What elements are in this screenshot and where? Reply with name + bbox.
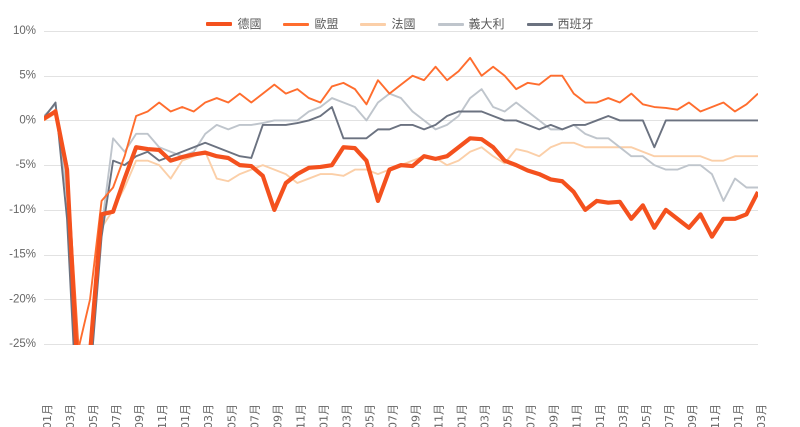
y-axis-tick-label: 0%	[19, 114, 36, 126]
series-line-義大利	[44, 88, 758, 345]
x-axis-tick-label: 23年-09月	[547, 404, 561, 427]
y-axis-tick-label: -25%	[9, 338, 36, 350]
y-axis-tick-label: 5%	[19, 70, 36, 82]
gridlines	[44, 31, 758, 345]
x-axis-tick-label: 24年-05月	[639, 404, 653, 427]
x-axis-tick-label: 20年-11月	[155, 404, 169, 427]
x-axis-tick-label: 23年-11月	[570, 404, 584, 427]
y-axis-tick-label: 10%	[13, 25, 36, 37]
x-axis-tick-label: 23年-07月	[524, 404, 538, 427]
data-series	[44, 56, 758, 345]
y-axis-labels: 10% 5% 0% -5% -10% -15% -20% -25%	[9, 25, 36, 350]
y-axis-tick-label: -15%	[9, 249, 36, 261]
x-axis-tick-label: 24年-01月	[593, 404, 607, 427]
x-axis-tick-label: 20年-05月	[86, 404, 100, 427]
x-axis-tick-label: 21年-11月	[293, 404, 307, 427]
x-axis-tick-label: 24年-03月	[616, 404, 630, 427]
y-axis-tick-label: -10%	[9, 204, 36, 216]
x-axis-tick-label: 20年-07月	[109, 404, 123, 427]
x-axis-tick-label: 21年-03月	[201, 404, 215, 427]
x-axis-tick-label: 22年-07月	[385, 404, 399, 427]
x-axis-tick-label: 21年-09月	[270, 404, 284, 427]
x-axis-tick-label: 20年-09月	[132, 404, 146, 427]
x-axis-tick-label: 21年-07月	[247, 404, 261, 427]
x-axis-tick-label: 22年-05月	[362, 404, 376, 427]
x-axis-tick-label: 22年-03月	[339, 404, 353, 427]
x-axis-tick-label: 24年-09月	[685, 404, 699, 427]
x-axis-labels: 20年-01月 20年-03月 20年-05月 20年-07月 20年-09月 20年-1…	[40, 404, 768, 427]
x-axis-tick-label: 20年-01月	[40, 404, 54, 427]
x-axis-tick-label: 21年-01月	[178, 404, 192, 427]
x-axis-tick-label: 25年-01月	[731, 404, 745, 427]
x-axis-tick-label: 22年-01月	[316, 404, 330, 427]
series-line-西班牙	[44, 101, 758, 345]
x-axis-tick-label: 21年-05月	[224, 404, 238, 427]
x-axis-tick-label: 23年-01月	[455, 404, 469, 427]
y-axis-tick-label: -20%	[9, 293, 36, 305]
x-axis-tick-label: 23年-05月	[501, 404, 515, 427]
series-line-歐盟	[44, 56, 758, 345]
x-axis-tick-label: 24年-07月	[662, 404, 676, 427]
x-axis-tick-label: 24年-11月	[708, 404, 722, 427]
x-axis-tick-label: 22年-09月	[409, 404, 423, 427]
series-line-德國	[44, 109, 758, 345]
x-axis-tick-label: 23年-03月	[478, 404, 492, 427]
x-axis-tick-label: 20年-03月	[63, 404, 77, 427]
y-axis-tick-label: -5%	[16, 159, 36, 171]
x-axis-tick-label: 25年-03月	[754, 404, 768, 427]
x-axis-tick-label: 22年-11月	[432, 404, 446, 427]
